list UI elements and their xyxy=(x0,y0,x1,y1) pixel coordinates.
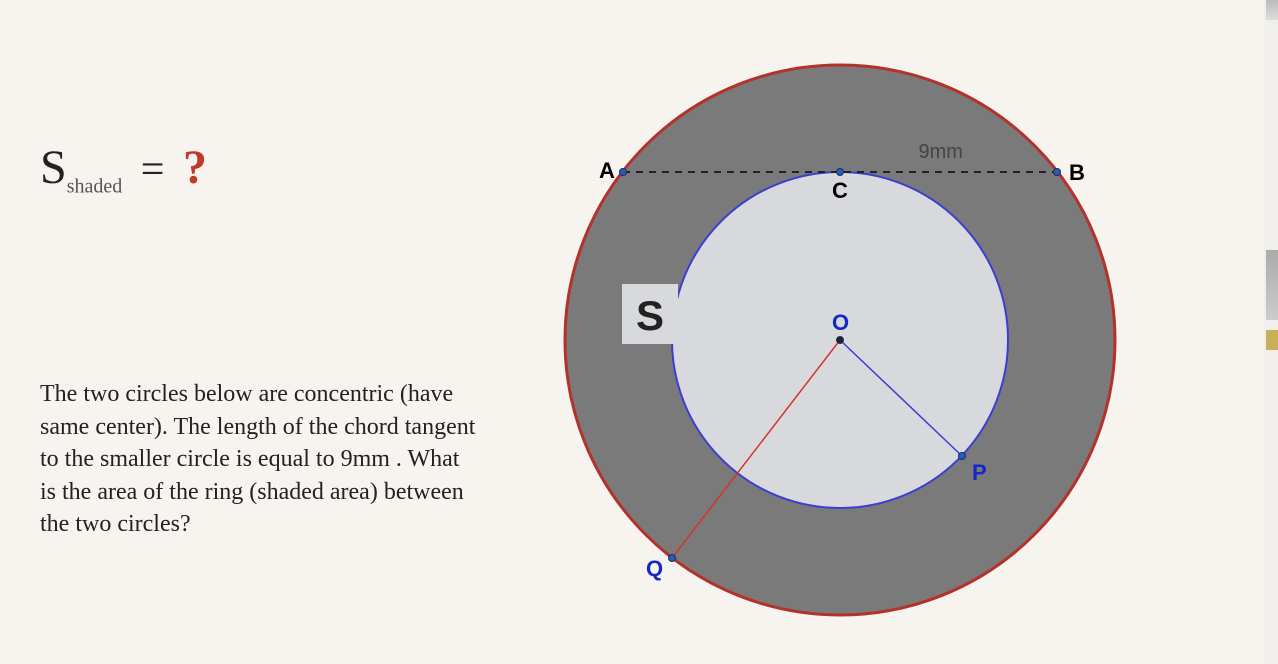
left-panel: Sshaded = ? The two circles below are co… xyxy=(40,140,480,540)
geometry-diagram: S 9mm A B C O P Q xyxy=(560,20,1120,650)
formula-unknown: ? xyxy=(183,141,207,194)
svg-text:P: P xyxy=(972,460,987,485)
formula-equals: = xyxy=(141,147,165,193)
svg-text:Q: Q xyxy=(646,556,663,581)
problem-text: The two circles below are concentric (ha… xyxy=(40,378,480,540)
formula: Sshaded = ? xyxy=(40,140,480,198)
thumbnail-sliver xyxy=(1266,330,1278,350)
svg-text:9mm: 9mm xyxy=(919,141,963,163)
svg-text:O: O xyxy=(832,310,849,335)
thumbnail-sliver xyxy=(1266,250,1278,320)
diagram-container: S 9mm A B C O P Q xyxy=(560,20,1120,650)
svg-text:C: C xyxy=(832,178,848,203)
svg-text:S: S xyxy=(636,292,664,339)
svg-text:A: A xyxy=(599,158,615,183)
svg-text:B: B xyxy=(1069,160,1085,185)
formula-S: S xyxy=(40,141,67,194)
thumbnail-sliver xyxy=(1266,0,1278,20)
formula-subscript: shaded xyxy=(67,175,123,197)
